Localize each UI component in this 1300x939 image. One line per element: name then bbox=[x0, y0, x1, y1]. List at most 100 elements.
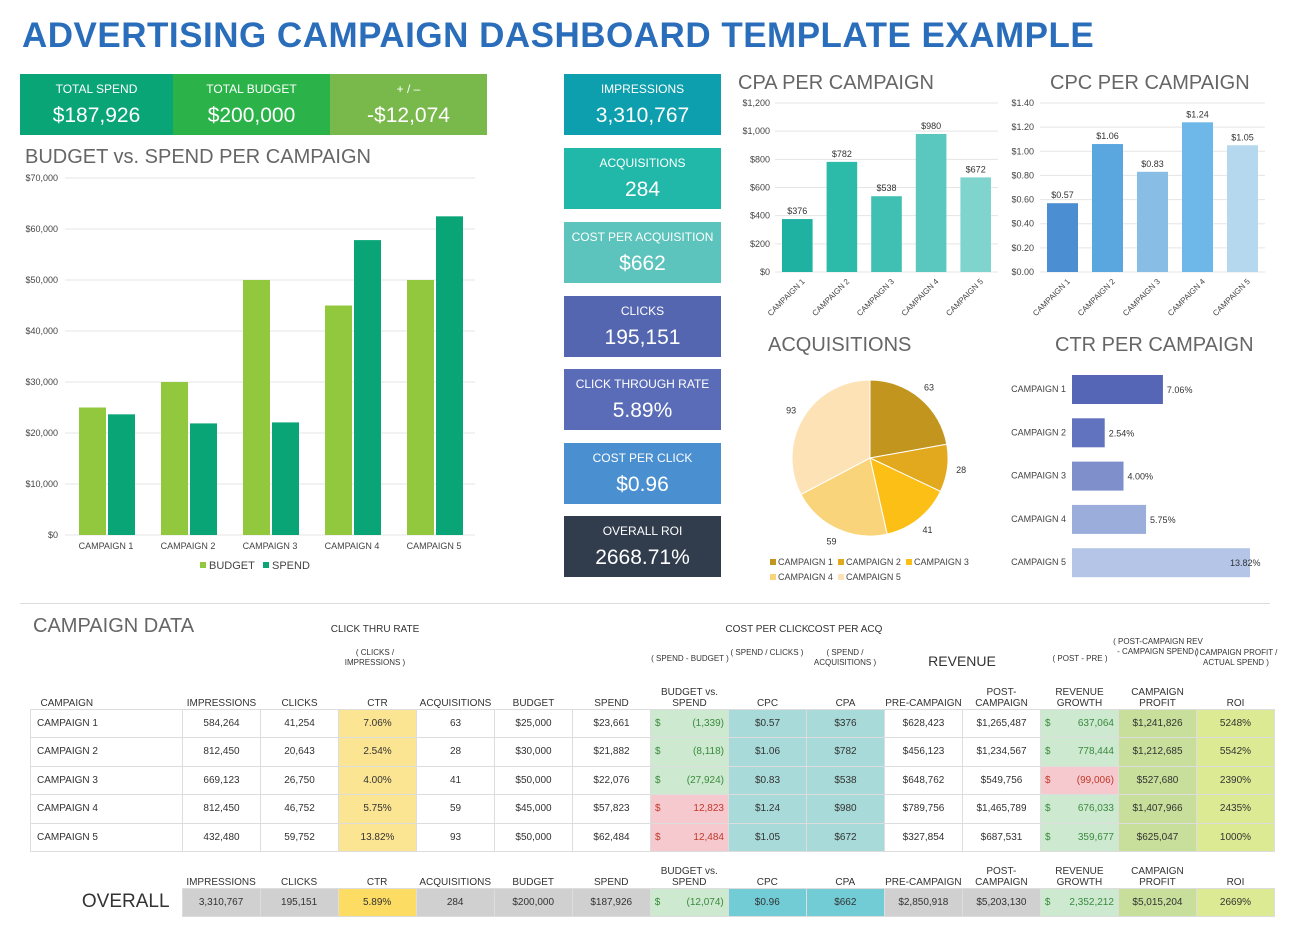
note-cpa: ( SPEND / ACQUISITIONS ) bbox=[813, 648, 877, 668]
table-cell: $50,000 bbox=[494, 765, 573, 795]
column-header: CLICKS bbox=[281, 697, 318, 709]
table-header: CAMPAIGN IMPRESSIONS CLICKS CTR ACQUISITIONS… bbox=[31, 683, 1275, 709]
table-cell: 812,450 bbox=[182, 737, 261, 767]
pie-slice bbox=[869, 457, 942, 535]
table-cell: $1.05 bbox=[728, 822, 807, 852]
y-tick-label: $0.60 bbox=[1011, 195, 1034, 205]
bar bbox=[1092, 144, 1123, 272]
note-cpc-title: COST PER CLICK bbox=[725, 624, 809, 635]
cell-value: 2,352,212 bbox=[1069, 896, 1114, 908]
table-cell: $57,823 bbox=[572, 794, 651, 824]
column-header: BUDGET bbox=[512, 697, 555, 709]
table-cell: $1,407,966 bbox=[1118, 794, 1197, 824]
data-label: 2.54% bbox=[1109, 428, 1135, 438]
y-tick-label: $0.80 bbox=[1011, 170, 1034, 180]
column-header: CTR bbox=[367, 697, 388, 709]
bar-budget bbox=[161, 382, 188, 535]
y-tick-label: $1,000 bbox=[742, 126, 770, 136]
y-tick-label: CAMPAIGN 3 bbox=[1011, 471, 1066, 481]
bar bbox=[1072, 375, 1163, 404]
table-cell: 28 bbox=[416, 737, 495, 767]
x-tick-label: CAMPAIGN 4 bbox=[1166, 277, 1207, 318]
table-cell: $672 bbox=[806, 822, 885, 852]
bar-budget bbox=[243, 280, 270, 535]
data-label: 13.82% bbox=[1230, 558, 1261, 568]
currency-symbol: $ bbox=[655, 774, 661, 786]
table-cell: $200,000 bbox=[493, 887, 573, 917]
bar bbox=[1072, 418, 1105, 448]
kpi-label: CLICK THROUGH RATE bbox=[575, 377, 710, 391]
table-cell: 41,254 bbox=[260, 708, 339, 738]
data-label: $538 bbox=[876, 183, 896, 193]
x-tick-label: CAMPAIGN 5 bbox=[407, 541, 462, 551]
bar-spend bbox=[354, 240, 381, 535]
currency-symbol: $ bbox=[1045, 774, 1051, 786]
table-cell: $625,047 bbox=[1118, 822, 1197, 852]
bar-budget bbox=[79, 407, 106, 535]
table-cell: 5542% bbox=[1196, 737, 1275, 767]
table-cell: 2669% bbox=[1195, 887, 1276, 917]
kpi-value: $0.96 bbox=[616, 473, 669, 496]
table-cell: $1,241,826 bbox=[1118, 708, 1197, 738]
bar bbox=[1182, 122, 1213, 272]
data-label: $376 bbox=[787, 206, 807, 216]
table-cell: $1,212,685 bbox=[1118, 737, 1197, 767]
note-growth: ( POST - PRE ) bbox=[1052, 654, 1108, 663]
currency-symbol: $ bbox=[654, 896, 661, 908]
kpi-value: 5.89% bbox=[612, 399, 673, 422]
currency-symbol: $ bbox=[655, 717, 661, 729]
pie-slice bbox=[800, 457, 888, 537]
data-label: $672 bbox=[966, 164, 986, 174]
table-cell: 93 bbox=[416, 822, 495, 852]
y-tick-label: $60,000 bbox=[25, 224, 58, 234]
x-tick-label: CAMPAIGN 3 bbox=[243, 541, 298, 551]
column-header: ACQUISITIONS bbox=[419, 697, 492, 709]
table-cell: $778,444 bbox=[1040, 737, 1119, 767]
kpi-value: $662 bbox=[619, 252, 666, 275]
legend-swatch bbox=[200, 562, 206, 568]
table-cell: 59 bbox=[416, 794, 495, 824]
page-title: ADVERTISING CAMPAIGN DASHBOARD TEMPLATE … bbox=[22, 16, 1095, 55]
table-cell: $662 bbox=[805, 887, 885, 917]
campaign-table: CAMPAIGN IMPRESSIONS CLICKS CTR ACQUISITIONS… bbox=[30, 683, 1275, 852]
column-header: CLICKS bbox=[281, 876, 318, 888]
bar bbox=[1137, 171, 1168, 272]
bar bbox=[1227, 145, 1258, 272]
y-tick-label: $0.00 bbox=[1011, 267, 1034, 277]
overall-label: OVERALL bbox=[81, 891, 170, 913]
x-tick-label: CAMPAIGN 1 bbox=[766, 277, 807, 318]
note-cpa-title: COST PER ACQ bbox=[807, 624, 883, 635]
table-row: CAMPAIGN 3 669,123 26,750 4.00% 41 $50,000 $22… bbox=[30, 765, 1275, 795]
table-cell: $1,265,487 bbox=[962, 708, 1041, 738]
y-tick-label: $1.00 bbox=[1011, 146, 1034, 156]
legend-label: CAMPAIGN 4 bbox=[778, 572, 833, 582]
column-header: SPEND bbox=[594, 697, 629, 709]
y-tick-label: $10,000 bbox=[25, 479, 58, 489]
legend-swatch bbox=[838, 559, 844, 565]
currency-symbol: $ bbox=[1045, 831, 1051, 843]
kpi-value: $200,000 bbox=[207, 104, 296, 127]
table-cell: $ (27,924) bbox=[650, 765, 729, 795]
kpi-label: COST PER CLICK bbox=[592, 451, 693, 465]
table-cell: 7.06% bbox=[338, 708, 417, 738]
table-row: CAMPAIGN 4 812,450 46,752 5.75% 59 $45,000 $57… bbox=[30, 794, 1275, 824]
kpi-label: TOTAL BUDGET bbox=[206, 82, 297, 96]
table-row: CAMPAIGN 1 584,264 41,254 7.06% 63 $25,000 $23… bbox=[30, 708, 1275, 738]
kpi-roi: OVERALL ROI 2668.71% bbox=[564, 516, 721, 577]
column-header: PRE-CAMPAIGN bbox=[885, 697, 962, 709]
bar-budget bbox=[325, 305, 352, 535]
table-cell: $527,680 bbox=[1118, 765, 1197, 795]
column-header: POST-CAMPAIGN bbox=[975, 865, 1028, 888]
y-tick-label: CAMPAIGN 5 bbox=[1011, 557, 1066, 567]
kpi-label: IMPRESSIONS bbox=[600, 82, 685, 96]
x-tick-label: CAMPAIGN 3 bbox=[1121, 277, 1162, 318]
table-cell: $ (12,074) bbox=[649, 887, 729, 917]
data-label: 93 bbox=[786, 406, 796, 416]
table-cell: CAMPAIGN 5 bbox=[30, 822, 183, 852]
table-cell: $0.96 bbox=[727, 887, 807, 917]
bar bbox=[1072, 548, 1250, 578]
kpi-value: -$12,074 bbox=[367, 104, 450, 127]
table-cell: 4.00% bbox=[338, 765, 417, 795]
bar bbox=[915, 133, 947, 272]
legend-label: CAMPAIGN 3 bbox=[914, 557, 969, 567]
